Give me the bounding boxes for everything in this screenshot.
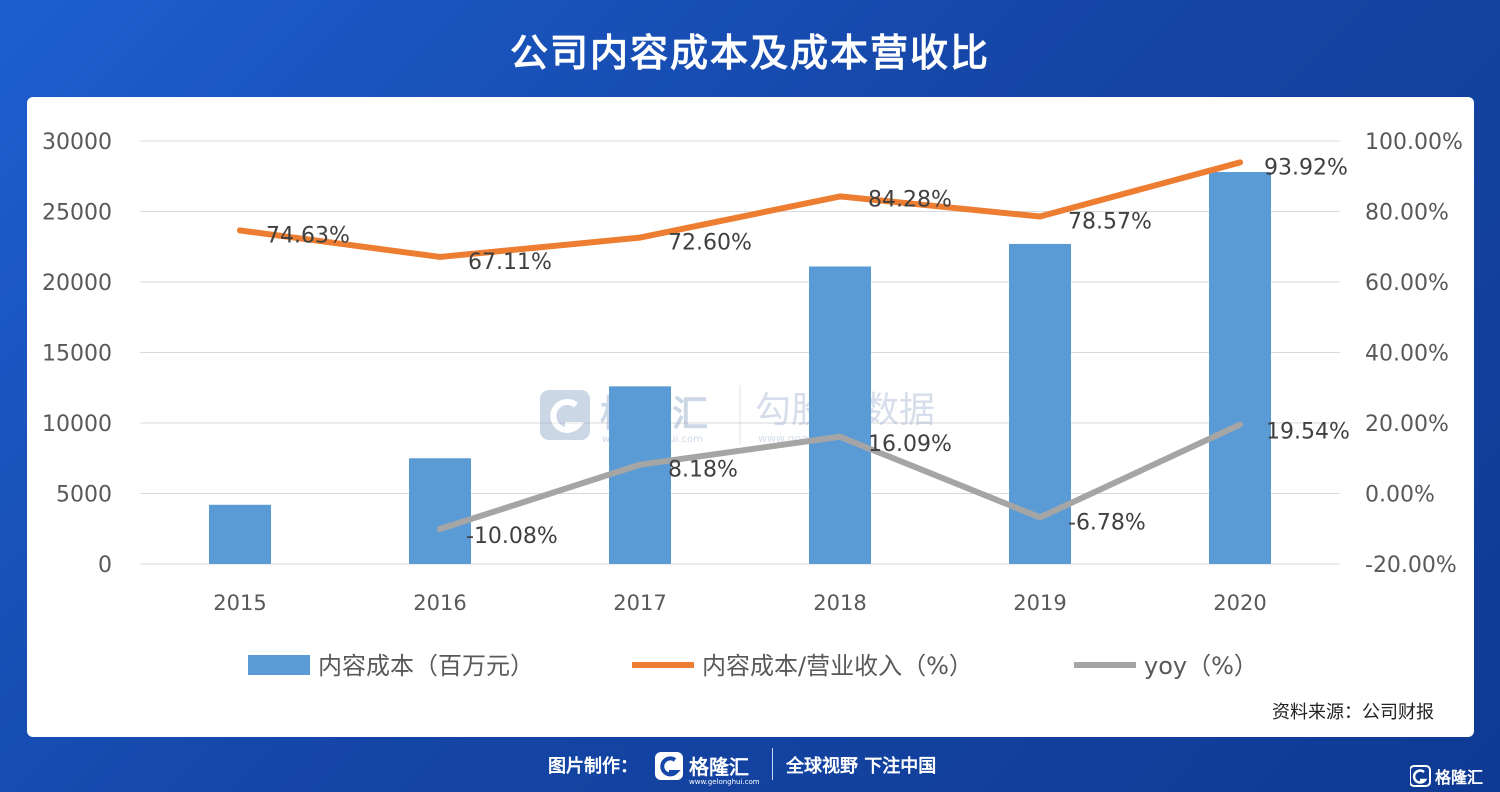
right-tick-label: 40.00% — [1365, 342, 1449, 367]
watermark-logo-icon — [540, 390, 590, 440]
corner-logo-text: 格隆汇 — [1435, 768, 1483, 787]
footer: 图片制作： 格隆汇 www.gelonghui.com 全球视野 下注中国 — [0, 744, 1500, 792]
ratio-line-point — [637, 234, 643, 241]
corner-logo: 格隆汇 — [1410, 765, 1483, 787]
line-series — [237, 159, 1243, 533]
x-tick-label: 2016 — [413, 591, 466, 615]
left-tick-label: 30000 — [42, 130, 112, 155]
footer-made-by: 图片制作： — [548, 756, 638, 777]
ratio-line-label: 67.11% — [468, 250, 552, 275]
yoy-line-point — [837, 433, 843, 440]
data-labels: 74.63% 67.11% 72.60% 84.28% 78.57% 93.92% -10.… — [266, 155, 1350, 549]
yoy-line-point — [437, 526, 443, 533]
left-tick-label: 15000 — [42, 342, 112, 367]
footer-logo-icon — [655, 752, 683, 780]
source-note: 资料来源：公司财报 — [1272, 702, 1434, 723]
yoy-line-label: 8.18% — [668, 458, 738, 483]
legend: 内容成本（百万元） 内容成本/营业收入（%） yoy（%） — [248, 652, 1258, 680]
bar — [209, 504, 271, 564]
right-tick-label: 80.00% — [1365, 201, 1449, 226]
corner-logo-icon — [1410, 765, 1431, 787]
bar — [609, 386, 671, 564]
footer-logo-text: 格隆汇 — [689, 755, 749, 779]
ratio-line-label: 72.60% — [668, 231, 752, 256]
left-tick-label: 20000 — [42, 271, 112, 296]
ratio-line-point — [237, 227, 243, 234]
left-tick-label: 0 — [98, 553, 112, 578]
axes: 0 5000 10000 15000 20000 25000 30000 -20.00% 0.0… — [42, 130, 1463, 615]
ratio-line-point — [837, 193, 843, 200]
left-tick-label: 25000 — [42, 201, 112, 226]
left-tick-label: 5000 — [56, 483, 112, 508]
legend-ratio-label: 内容成本/营业收入（%） — [702, 652, 973, 680]
legend-bar-label: 内容成本（百万元） — [318, 652, 534, 680]
legend-bar-swatch — [248, 655, 310, 675]
yoy-line-label: -6.78% — [1068, 510, 1146, 535]
ratio-line-point — [437, 253, 443, 260]
ratio-line-label: 78.57% — [1068, 210, 1152, 235]
ratio-line-point — [1237, 159, 1243, 166]
yoy-line-point — [637, 461, 643, 468]
yoy-line-point — [1237, 421, 1243, 428]
x-tick-label: 2018 — [813, 591, 866, 615]
bar — [1209, 172, 1271, 564]
bar — [809, 266, 871, 564]
bar — [409, 458, 471, 564]
footer-slogan: 全球视野 下注中国 — [786, 756, 937, 777]
yoy-line-label: -10.08% — [466, 524, 558, 549]
left-tick-label: 10000 — [42, 412, 112, 437]
ratio-line-label: 74.63% — [266, 223, 350, 248]
right-tick-label: 60.00% — [1365, 271, 1449, 296]
right-tick-label: -20.00% — [1365, 553, 1457, 578]
yoy-line-label: 19.54% — [1266, 420, 1350, 445]
right-tick-label: 0.00% — [1365, 483, 1435, 508]
ratio-line-point — [1037, 213, 1043, 220]
chart-title: 公司内容成本及成本营收比 — [509, 31, 990, 75]
ratio-line-label: 93.92% — [1264, 155, 1348, 180]
x-tick-label: 2017 — [613, 591, 666, 615]
yoy-line-point — [1037, 514, 1043, 521]
footer-logo: 格隆汇 www.gelonghui.com — [655, 752, 760, 786]
ratio-line-label: 84.28% — [868, 187, 952, 212]
grid-lines — [140, 140, 1340, 565]
right-tick-label: 100.00% — [1365, 130, 1463, 155]
x-tick-label: 2019 — [1013, 591, 1066, 615]
footer-divider — [772, 748, 773, 780]
yoy-line-label: 16.09% — [868, 432, 952, 457]
legend-yoy-label: yoy（%） — [1144, 652, 1258, 680]
x-tick-label: 2020 — [1213, 591, 1266, 615]
footer-logo-url: www.gelonghui.com — [689, 778, 760, 786]
x-tick-label: 2015 — [213, 591, 266, 615]
right-tick-label: 20.00% — [1365, 412, 1449, 437]
ratio-line — [237, 159, 1243, 260]
bar-series — [209, 172, 1271, 564]
